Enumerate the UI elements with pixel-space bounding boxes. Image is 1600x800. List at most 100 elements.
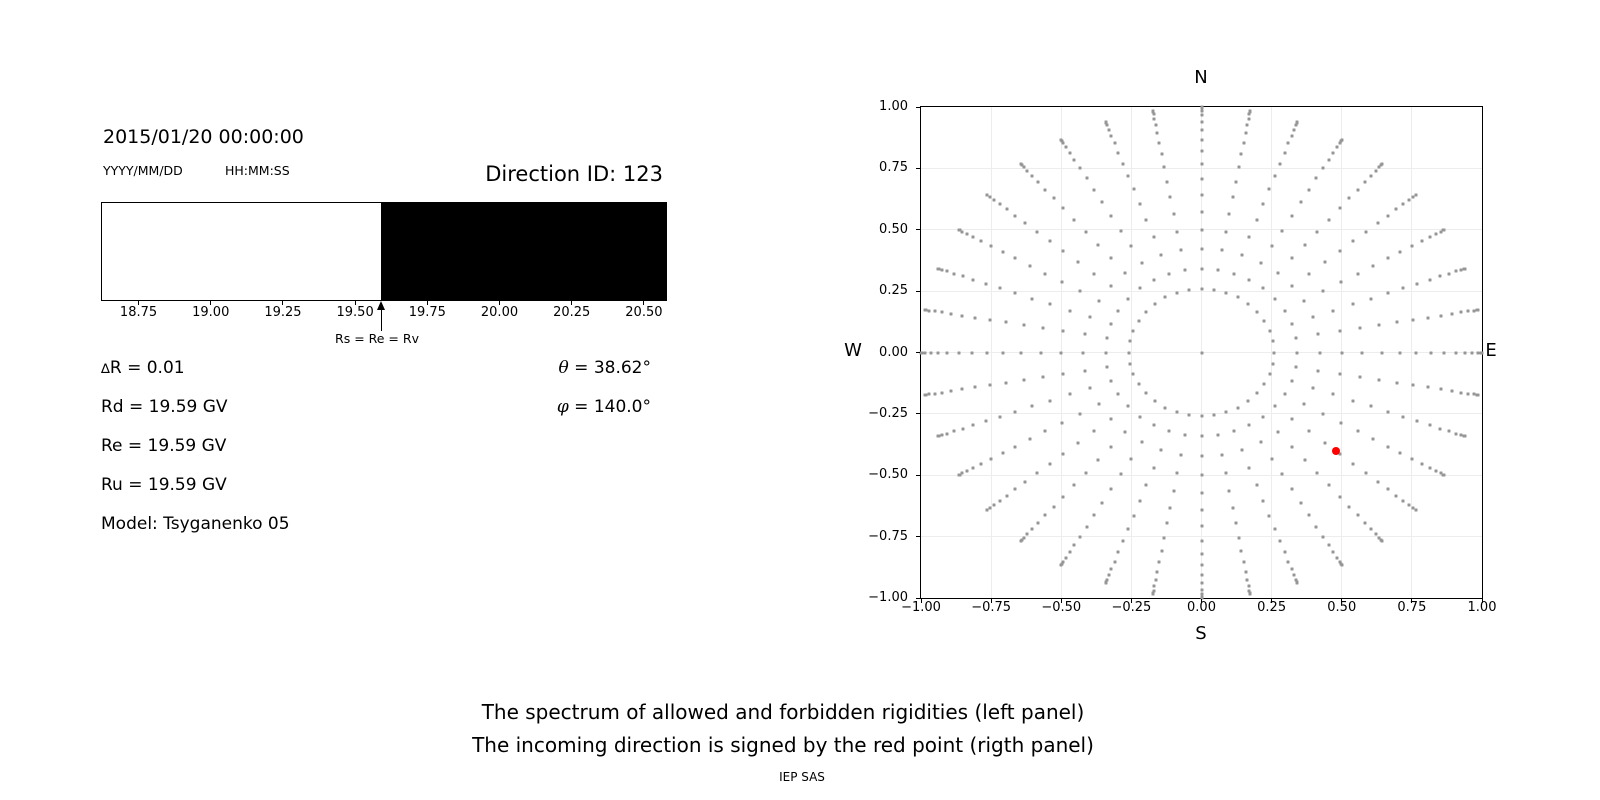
- direction-dot: [1001, 351, 1005, 354]
- direction-dot: [1358, 326, 1362, 330]
- direction-dot: [1200, 193, 1203, 197]
- direction-dot: [1039, 351, 1043, 354]
- direction-dot: [1247, 589, 1251, 593]
- compass-west-label: W: [844, 340, 862, 361]
- direction-dot: [1200, 434, 1203, 438]
- direction-dot: [1273, 174, 1277, 178]
- direction-dot: [1290, 322, 1294, 326]
- direction-dot: [1276, 271, 1280, 275]
- direction-dot: [1327, 158, 1331, 162]
- direction-dot: [1410, 244, 1414, 248]
- gridline-horizontal: [921, 290, 1482, 292]
- direction-dot: [971, 466, 975, 470]
- direction-dot: [1261, 415, 1265, 419]
- dots-layer: [919, 105, 1484, 600]
- direction-dot: [1371, 264, 1375, 268]
- direction-dot: [1327, 483, 1331, 487]
- direction-dot: [1137, 319, 1141, 323]
- direction-dot: [1259, 261, 1263, 265]
- spectrum-tick-mark: [643, 301, 645, 305]
- direction-dot: [1340, 563, 1344, 567]
- direction-dot: [1407, 503, 1411, 507]
- direction-dot: [1126, 404, 1130, 408]
- direction-dot: [1224, 230, 1228, 234]
- direction-dot: [1351, 399, 1355, 403]
- direction-dot: [1394, 207, 1398, 211]
- direction-dot: [1255, 310, 1259, 314]
- direction-dot: [1220, 453, 1224, 457]
- direction-dot: [998, 415, 1002, 419]
- direction-dot: [1290, 487, 1294, 491]
- direction-dot: [1116, 151, 1120, 155]
- direction-dot: [1068, 151, 1072, 155]
- direction-dot: [971, 278, 975, 282]
- direction-dot: [936, 351, 940, 354]
- direction-dot: [1200, 105, 1203, 109]
- y-tick-mark: [916, 106, 920, 108]
- direction-dot: [1386, 214, 1390, 218]
- compass-south-label: S: [1195, 623, 1207, 644]
- direction-dot: [1061, 141, 1065, 145]
- direction-dot: [1290, 379, 1294, 383]
- direction-dot: [1083, 369, 1087, 373]
- direction-dot: [1216, 433, 1220, 437]
- direction-dot: [1179, 248, 1183, 252]
- direction-dot: [1261, 286, 1265, 290]
- direction-dot: [1286, 560, 1290, 564]
- direction-dot: [1061, 560, 1065, 564]
- direction-dot: [936, 267, 940, 271]
- direction-dot: [1415, 282, 1419, 286]
- direction-dot: [1386, 291, 1390, 295]
- direction-dot: [1109, 134, 1113, 138]
- direction-dot: [1472, 392, 1476, 396]
- direction-dot: [1374, 532, 1378, 536]
- direction-dot: [1107, 573, 1111, 577]
- direction-dot: [1109, 214, 1113, 218]
- direction-dot: [1162, 165, 1166, 169]
- direction-dot: [1064, 556, 1068, 560]
- caption-line-2: The incoming direction is signed by the …: [472, 733, 1094, 757]
- direction-dot: [1294, 336, 1298, 340]
- spectrum-tick-label: 20.50: [625, 305, 663, 320]
- direction-dot: [1092, 513, 1096, 517]
- direction-dot: [992, 503, 996, 507]
- direction-dot: [1200, 473, 1203, 477]
- direction-dot: [1068, 309, 1072, 313]
- direction-dot: [1295, 351, 1299, 354]
- y-tick-label: 0.50: [879, 221, 908, 237]
- spectrum-tick-label: 19.25: [264, 305, 302, 320]
- spectrum-tick-mark: [499, 301, 500, 305]
- spectrum-tick-label: 19.50: [336, 305, 374, 320]
- direction-dot: [1013, 214, 1017, 218]
- direction-dot: [1084, 471, 1088, 475]
- direction-dot: [1380, 162, 1384, 166]
- credit-text: IEP SAS: [779, 770, 825, 784]
- ru-value: Ru = 19.59 GV: [101, 475, 227, 495]
- direction-dot: [1168, 195, 1172, 199]
- direction-dot: [1013, 487, 1017, 491]
- y-tick-label: −1.00: [868, 590, 908, 605]
- direction-dot: [1331, 309, 1335, 313]
- x-tick-label: −0.50: [1041, 600, 1082, 615]
- direction-dot: [1303, 243, 1307, 247]
- spectrum-tick-label: 18.75: [119, 305, 158, 320]
- direction-dot: [1013, 410, 1017, 414]
- direction-dot: [1299, 501, 1303, 505]
- direction-dot: [1128, 339, 1132, 343]
- direction-dot: [1109, 284, 1113, 288]
- direction-dot: [1119, 472, 1123, 476]
- direction-dot: [1097, 402, 1101, 406]
- x-tick-label: 1.00: [1467, 600, 1497, 615]
- spectrum-segment-allowed: [102, 203, 382, 300]
- direction-dot: [1463, 267, 1467, 271]
- direction-dot: [1157, 560, 1161, 564]
- direction-dot: [1097, 299, 1101, 303]
- gridline-horizontal: [921, 536, 1482, 538]
- phi-value: φ = 140.0°: [400, 397, 651, 417]
- direction-dot: [1138, 202, 1142, 206]
- direction-dot: [1247, 117, 1251, 121]
- direction-dot: [1244, 131, 1248, 135]
- x-tick-label: 0.25: [1257, 600, 1287, 615]
- direction-dot: [945, 269, 949, 273]
- direction-dot: [1377, 323, 1381, 327]
